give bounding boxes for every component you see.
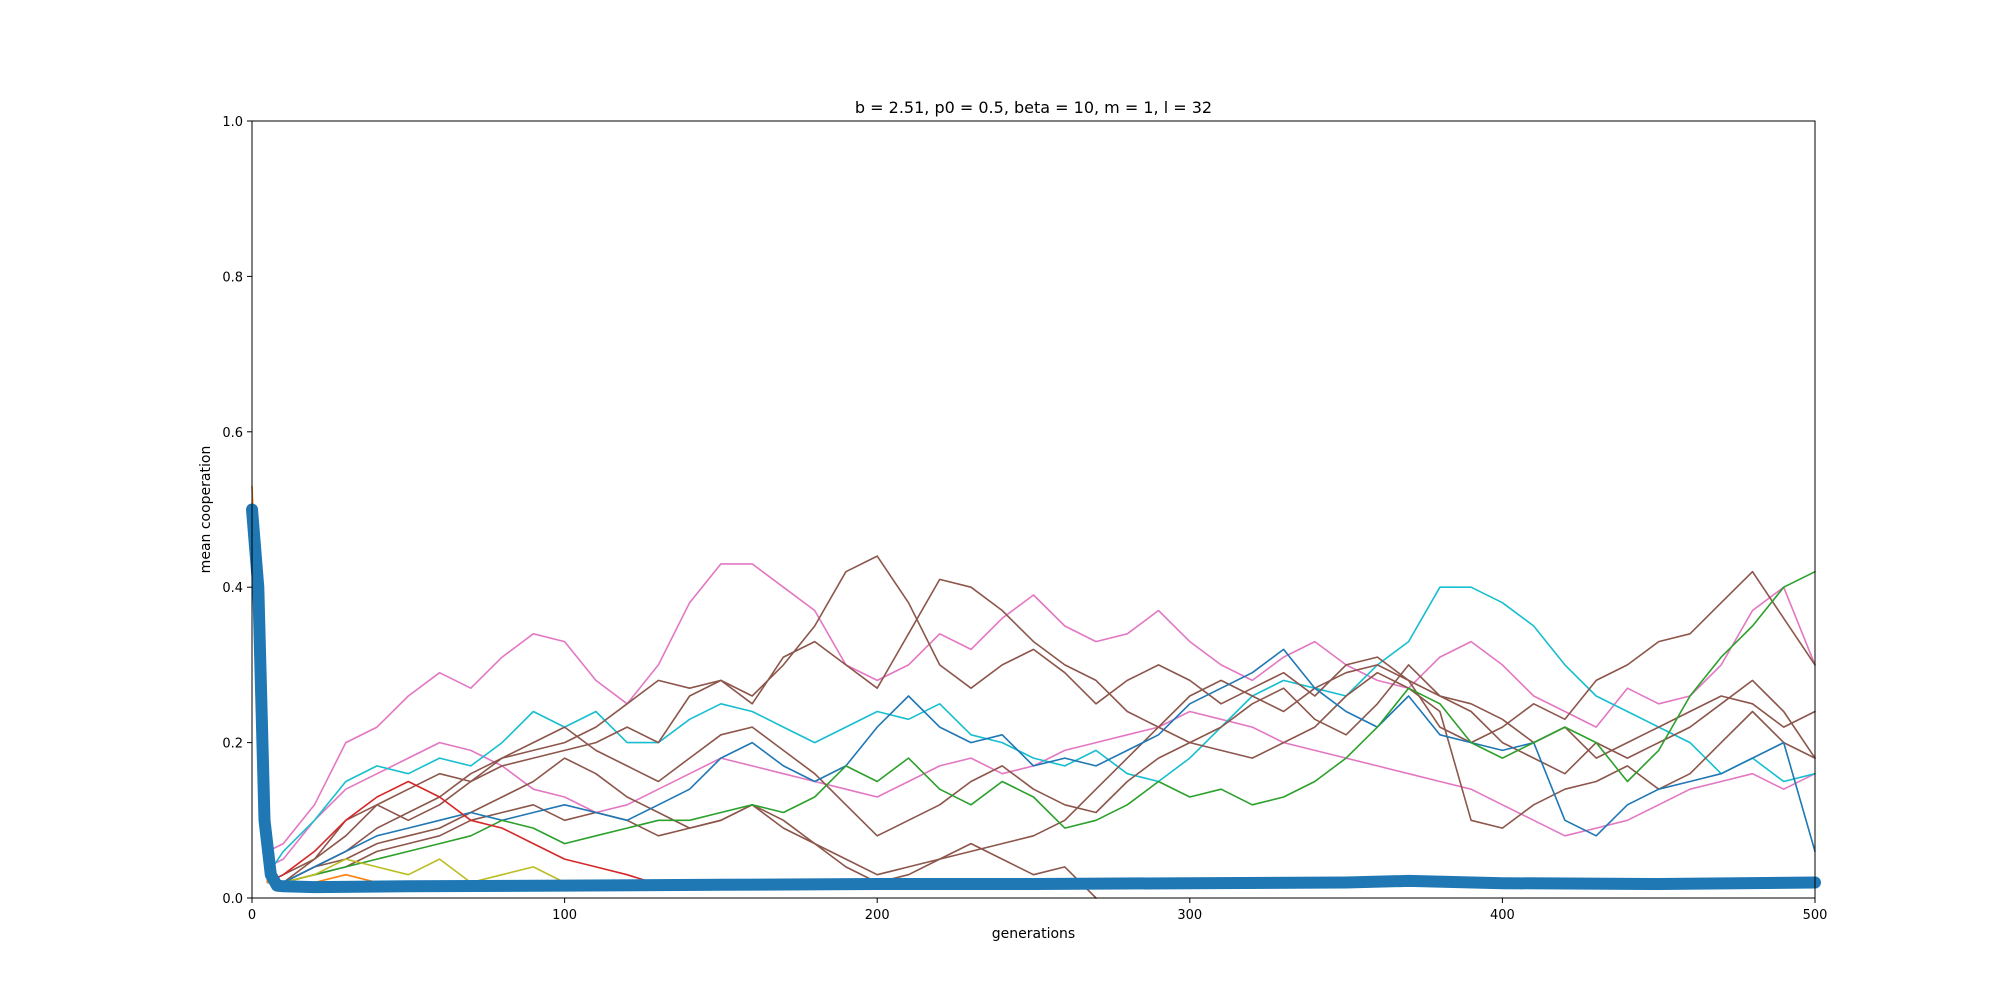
y-tick-label: 0.0 bbox=[222, 892, 243, 907]
series-line-3 bbox=[251, 508, 1816, 884]
y-tick-label: 0.8 bbox=[222, 270, 243, 285]
series-layer bbox=[246, 485, 1821, 899]
x-tick-label: 400 bbox=[1490, 908, 1515, 923]
y-tick-label: 0.2 bbox=[222, 737, 243, 752]
y-tick-label: 1.0 bbox=[222, 115, 243, 130]
y-tick-label: 0.6 bbox=[222, 426, 243, 441]
y-axis: 0.0 0.2 0.4 0.6 0.8 1.0 bbox=[222, 115, 252, 907]
series-line-5 bbox=[251, 508, 1816, 884]
series-line-7 bbox=[251, 508, 1097, 899]
series-line-6 bbox=[251, 508, 1816, 884]
series-line-13 bbox=[246, 503, 1821, 894]
x-tick-label: 300 bbox=[1177, 908, 1202, 923]
series-line-9 bbox=[251, 508, 1816, 884]
series-line-8 bbox=[251, 508, 1816, 884]
x-axis: 0 100 200 300 400 500 bbox=[248, 898, 1828, 923]
x-tick-label: 500 bbox=[1803, 908, 1828, 923]
x-tick-label: 0 bbox=[248, 908, 256, 923]
x-tick-label: 100 bbox=[552, 908, 577, 923]
x-tick-label: 200 bbox=[865, 908, 890, 923]
x-axis-label: generations bbox=[992, 926, 1075, 942]
series-line-0 bbox=[251, 508, 1816, 853]
series-line-2 bbox=[251, 508, 1816, 876]
series-line-10 bbox=[251, 508, 653, 884]
series-line-1 bbox=[251, 508, 1816, 868]
series-line-4 bbox=[251, 508, 1816, 884]
plot-frame bbox=[251, 120, 1816, 899]
y-axis-label: mean cooperation bbox=[198, 446, 214, 574]
y-tick-label: 0.4 bbox=[222, 581, 243, 596]
chart-title: b = 2.51, p0 = 0.5, beta = 10, m = 1, l … bbox=[855, 98, 1212, 117]
